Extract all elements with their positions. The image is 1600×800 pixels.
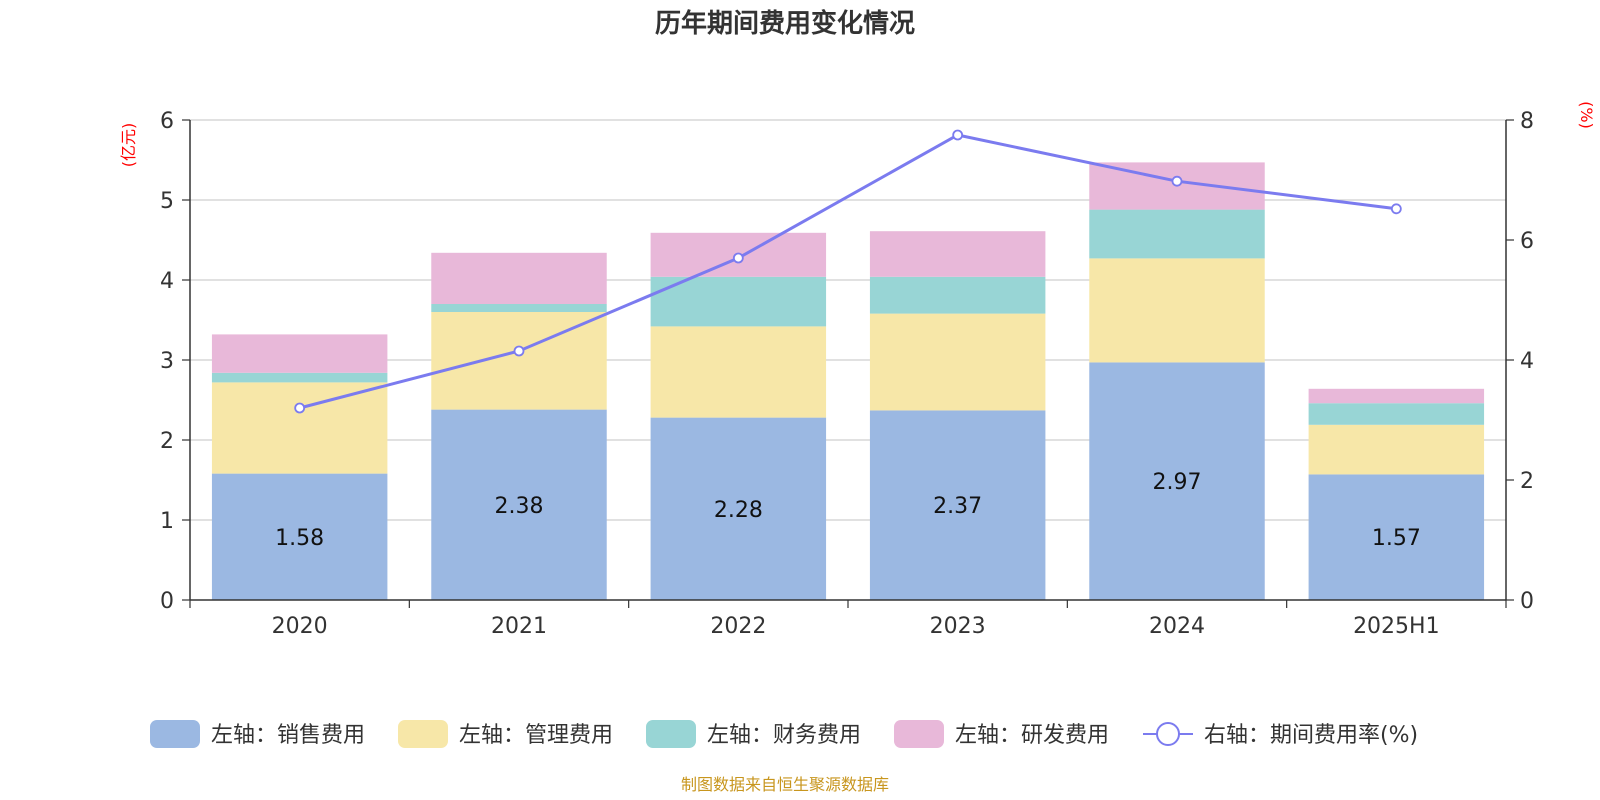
bar-segment (211, 372, 388, 383)
right-axis-unit: (%) (1577, 101, 1596, 129)
right-axis-tick-label: 6 (1520, 229, 1534, 254)
data-labels: 1.58 2.38 2.28 2.37 2.97 1.57 (275, 470, 1421, 551)
legend-label: 左轴：财务费用 (707, 723, 861, 748)
rate-point (1171, 175, 1183, 187)
bar-segment (431, 312, 607, 410)
x-axis-tick-label: 2023 (930, 614, 986, 639)
expense-rate-line (294, 129, 1402, 414)
bar-segment (1308, 388, 1485, 404)
rate-point (1390, 203, 1402, 215)
legend-swatch (646, 720, 696, 748)
x-axis-tick-label: 2021 (491, 614, 547, 639)
bar-segment (1308, 474, 1485, 600)
rate-line (299, 133, 1397, 410)
bar-value-label: 2.97 (1153, 470, 1202, 495)
left-axis-tick-label: 6 (160, 109, 174, 134)
bar-segment (869, 313, 1046, 411)
left-axis-tick-label: 3 (160, 349, 174, 374)
bar-value-label: 1.57 (1372, 526, 1421, 551)
right-axis-tick-label: 2 (1520, 469, 1534, 494)
legend-label: 左轴：管理费用 (459, 723, 613, 748)
right-axis-tick-label: 0 (1520, 589, 1534, 614)
legend-swatch (150, 720, 200, 748)
left-axis-tick-label: 2 (160, 429, 174, 454)
bar-segment (431, 252, 607, 304)
bar-value-label: 2.37 (933, 494, 982, 519)
bar-segment (211, 382, 388, 474)
bar-value-label: 1.58 (275, 526, 324, 551)
legend-label: 左轴：销售费用 (211, 723, 365, 748)
legend-swatch (894, 720, 944, 748)
bar-segment (431, 304, 607, 312)
bar-segment (211, 334, 388, 373)
chart-title: 历年期间费用变化情况 (655, 8, 915, 39)
x-axis-tick-label: 2020 (272, 614, 328, 639)
legend-marker (1156, 722, 1180, 746)
bar-segment (431, 409, 607, 600)
bar-value-label: 2.28 (714, 498, 763, 523)
bar-segment (650, 326, 827, 418)
x-axis-tick-label: 2022 (710, 614, 766, 639)
left-axis-tick-label: 4 (160, 269, 174, 294)
bar-segment (869, 276, 1046, 314)
x-axis-tick-label: 2025H1 (1353, 614, 1440, 639)
bar-segment (1089, 258, 1265, 363)
bar-segment (650, 417, 827, 600)
legend-label: 右轴：期间费用率(%) (1204, 723, 1418, 748)
right-axis-tick-label: 4 (1520, 349, 1534, 374)
right-axis-tick-label: 8 (1520, 109, 1534, 134)
bar-segment (869, 410, 1046, 600)
source-note: 制图数据来自恒生聚源数据库 (681, 775, 889, 794)
bars (211, 162, 1485, 600)
rate-point (952, 129, 964, 141)
rate-point (513, 345, 525, 357)
bar-segment (650, 276, 827, 327)
left-axis-unit: (亿元) (119, 123, 138, 168)
bar-segment (1089, 362, 1265, 600)
bar-segment (1308, 424, 1485, 475)
bar-segment (1089, 209, 1265, 259)
bar-segment (1308, 403, 1485, 425)
left-axis-tick-label: 1 (160, 509, 174, 534)
rate-point (294, 402, 306, 414)
legend-label: 左轴：研发费用 (955, 723, 1109, 748)
bar-segment (869, 231, 1046, 277)
legend-swatch (398, 720, 448, 748)
left-axis-tick-label: 0 (160, 589, 174, 614)
left-axis-tick-label: 5 (160, 189, 174, 214)
x-axis-tick-label: 2024 (1149, 614, 1205, 639)
rate-point (732, 252, 744, 264)
grid-lines (190, 119, 1506, 521)
bar-segment (211, 473, 388, 600)
legend: 左轴：销售费用 左轴：管理费用 左轴：财务费用 左轴：研发费用 右轴：期间费用率(%) (150, 720, 1418, 748)
axes: 0 1 2 3 4 5 6 0 2 4 6 8 2020 2021 2022 2023 2024 2025H1 (160, 109, 1534, 639)
bar-value-label: 2.38 (495, 494, 544, 519)
